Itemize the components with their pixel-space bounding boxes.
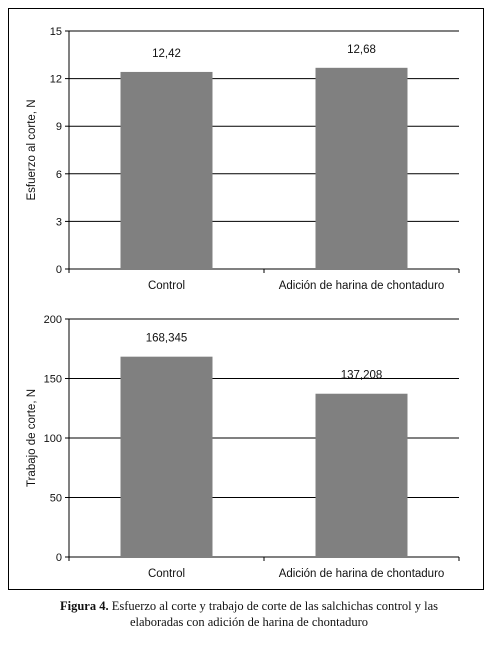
x-category-label: Control [148, 568, 185, 580]
bar [120, 71, 213, 269]
caption-text-line2: elaboradas con adición de harina de chon… [129, 615, 369, 629]
bar [120, 356, 213, 557]
caption-text-line1: Esfuerzo al corte y trabajo de corte de … [111, 599, 438, 613]
x-category-label: Adición de harina de chontaduro [279, 568, 445, 580]
y-tick-label: 15 [50, 26, 62, 38]
chart-1: 0 3 6 9 12 15 Esfuerzo al corte, N 12,42 Control… [26, 26, 460, 292]
chart-2: 0 50 100 150 200 Trabajo de corte, N 168,345 Co… [26, 314, 460, 580]
charts-svg: 0 3 6 9 12 15 Esfuerzo al corte, N 12,42 Control… [26, 26, 460, 580]
y-tick-label: 200 [44, 314, 62, 326]
y-tick-label: 50 [50, 493, 62, 505]
y-axis-label: Trabajo de corte, N [26, 389, 38, 487]
y-tick-label: 6 [56, 169, 62, 181]
y-tick-label: 150 [44, 374, 62, 386]
x-category-label: Adición de harina de chontaduro [279, 280, 445, 292]
bar-value-label: 168,345 [146, 333, 188, 345]
bar [315, 67, 408, 269]
bar-value-label: 12,42 [152, 48, 181, 60]
y-tick-label: 12 [50, 74, 62, 86]
figure-caption: Figura 4. Esfuerzo al corte y trabajo de… [10, 598, 488, 630]
x-category-label: Control [148, 280, 185, 292]
y-tick-label: 9 [56, 121, 62, 133]
bar-value-label: 12,68 [347, 44, 376, 56]
y-tick-label: 3 [56, 216, 62, 228]
figure-frame: 0 3 6 9 12 15 Esfuerzo al corte, N 12,42 Control… [8, 8, 484, 590]
caption-label: Figura 4. [60, 599, 109, 613]
y-axis-label: Esfuerzo al corte, N [26, 100, 38, 201]
y-tick-label: 0 [56, 552, 62, 564]
bar [315, 393, 408, 557]
y-tick-label: 100 [44, 433, 62, 445]
bar-value-label: 137,208 [341, 370, 383, 382]
y-tick-label: 0 [56, 264, 62, 276]
